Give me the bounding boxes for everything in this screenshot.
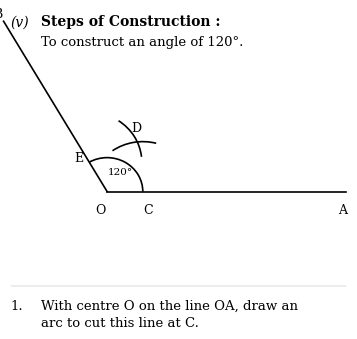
Text: (v): (v) [11, 15, 29, 29]
Text: With centre O on the line OA, draw an: With centre O on the line OA, draw an [41, 300, 298, 313]
Text: arc to cut this line at C.: arc to cut this line at C. [41, 317, 199, 330]
Text: C: C [144, 204, 153, 217]
Text: 1.: 1. [11, 300, 23, 313]
Text: O: O [95, 204, 105, 217]
Text: A: A [338, 204, 347, 217]
Text: B: B [0, 8, 3, 21]
Text: To construct an angle of 120°.: To construct an angle of 120°. [41, 36, 243, 48]
Text: D: D [131, 122, 141, 135]
Text: Steps of Construction :: Steps of Construction : [41, 15, 221, 29]
Text: 120°: 120° [108, 168, 133, 177]
Text: E: E [74, 152, 83, 165]
